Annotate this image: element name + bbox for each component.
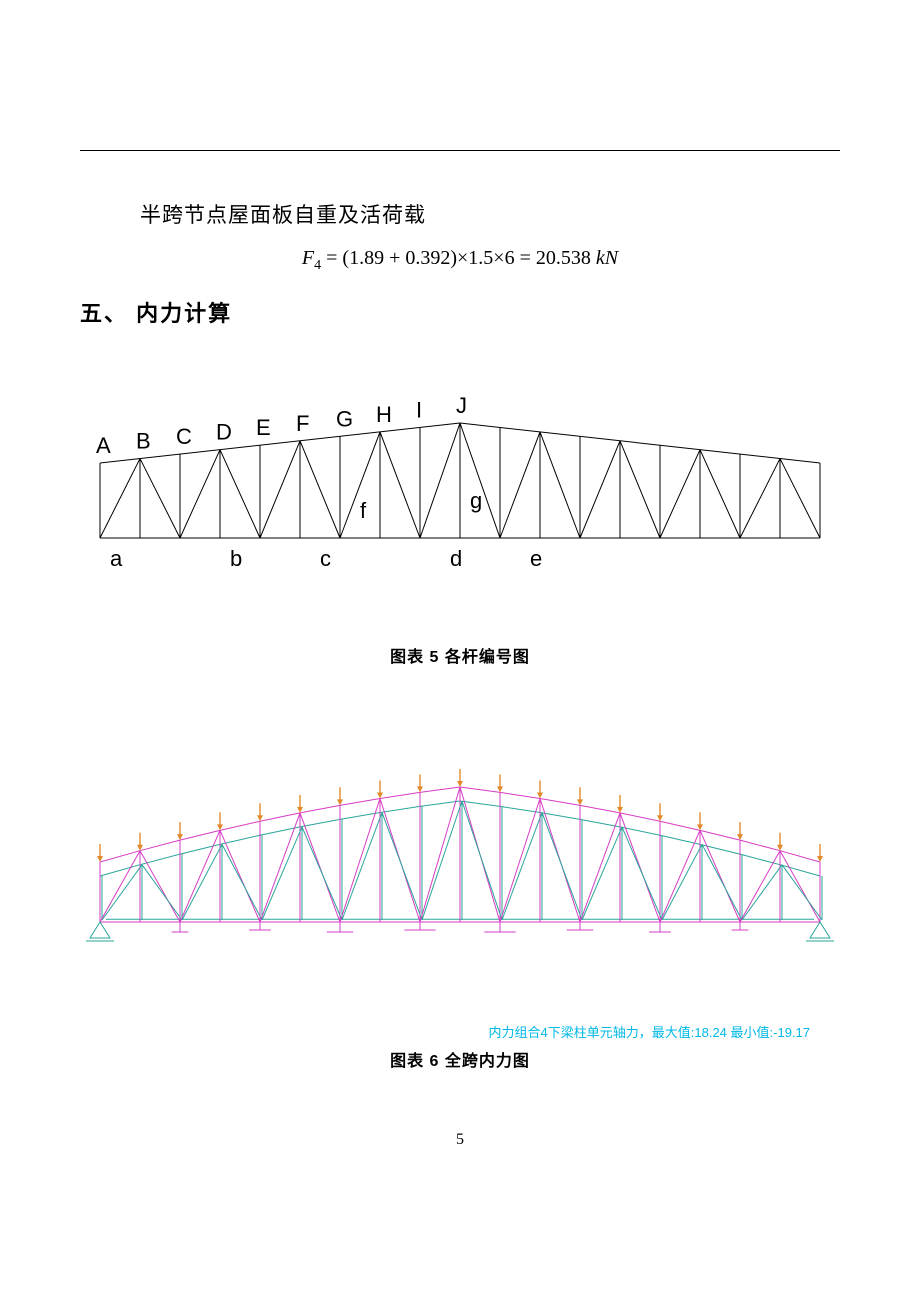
- svg-text:E: E: [256, 415, 271, 440]
- figure-6-wrap: [80, 757, 840, 972]
- formula-f4: F4 = (1.89 + 0.392)×1.5×6 = 20.538 kN: [80, 247, 840, 274]
- svg-text:C: C: [176, 424, 192, 449]
- svg-text:g: g: [470, 488, 482, 513]
- svg-text:f: f: [360, 498, 367, 523]
- formula-unit: kN: [591, 247, 618, 269]
- svg-text:D: D: [216, 420, 232, 445]
- svg-text:d: d: [450, 546, 462, 571]
- header-rule: [80, 150, 840, 151]
- section-heading-5: 五、 内力计算: [80, 296, 840, 328]
- force-summary-note: 内力组合4下梁柱单元轴力，最大值:18.24 最小值:-19.17: [80, 1022, 810, 1041]
- svg-text:A: A: [96, 433, 111, 458]
- svg-text:I: I: [416, 397, 422, 422]
- figure-5-truss: ABCDEF GHI Jf g a b c d e: [80, 368, 840, 598]
- svg-text:c: c: [320, 546, 331, 571]
- svg-text:J: J: [456, 393, 467, 418]
- figure-6-force-diagram: [80, 757, 840, 967]
- svg-text:B: B: [136, 429, 151, 454]
- svg-text:e: e: [530, 546, 542, 571]
- svg-text:a: a: [110, 546, 123, 571]
- svg-text:G: G: [336, 406, 353, 431]
- svg-text:F: F: [296, 411, 309, 436]
- svg-text:H: H: [376, 402, 392, 427]
- formula-expression: = (1.89 + 0.392)×1.5×6 = 20.538: [321, 247, 591, 269]
- page-number: 5: [80, 1131, 840, 1149]
- formula-symbol: F: [302, 247, 314, 269]
- figure-6-caption: 图表 6 全跨内力图: [80, 1047, 840, 1071]
- figure-5-wrap: ABCDEF GHI Jf g a b c d e: [80, 368, 840, 603]
- figure-5-caption: 图表 5 各杆编号图: [80, 643, 840, 667]
- svg-text:b: b: [230, 546, 242, 571]
- paragraph-load-desc: 半跨节点屋面板自重及活荷载: [140, 199, 840, 229]
